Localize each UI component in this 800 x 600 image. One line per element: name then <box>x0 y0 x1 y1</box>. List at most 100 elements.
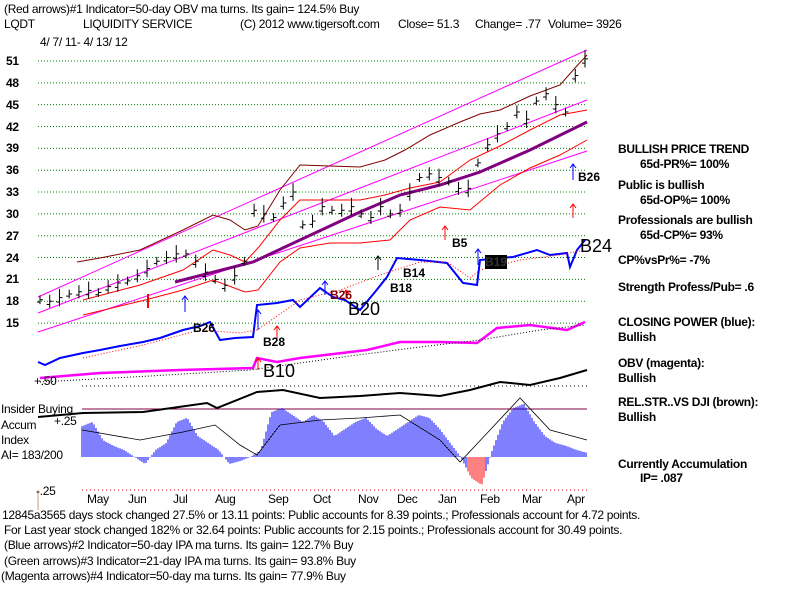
y-tick-label: 18 <box>6 294 19 309</box>
obv-ma-line <box>39 324 586 383</box>
obv-label: OBV (magenta): <box>618 356 705 370</box>
relstr-status: Bullish <box>618 410 656 424</box>
accum-tick-050: +.50 <box>34 374 57 388</box>
closing-power-status: Bullish <box>618 330 656 344</box>
signal-b26: B26 <box>193 321 216 335</box>
closing-power-label: CLOSING POWER (blue): <box>618 315 756 329</box>
y-tick-label: 39 <box>6 141 19 156</box>
price-bar <box>231 267 238 285</box>
cpvspr-value: CP%vsPr%= -7% <box>618 253 710 267</box>
signal-b18: B18 <box>390 281 413 295</box>
x-tick-label: Nov <box>358 492 379 506</box>
y-tick-label: 36 <box>6 163 19 178</box>
footer-line-3: (Blue arrows)#2 Indicator=50-day IPA ma … <box>4 538 354 552</box>
y-tick-label: 51 <box>6 54 19 68</box>
price-bar <box>484 138 491 152</box>
y-tick-label: 45 <box>6 97 19 112</box>
signal-b10: B10 <box>263 361 296 381</box>
x-tick-label: Feb <box>480 492 500 506</box>
strength-value: Strength Profess/Pub= .6 <box>618 280 754 294</box>
price-bar <box>241 256 248 266</box>
price-bar <box>572 69 579 83</box>
x-tick-label: Jul <box>173 492 188 506</box>
change-value: Change= .77 <box>475 17 541 31</box>
price-bar <box>56 288 63 307</box>
x-tick-label: Apr <box>567 492 585 506</box>
price-bars <box>37 50 588 308</box>
price-bar <box>328 205 335 215</box>
pr-value: 65d-PR%= 100% <box>640 157 730 171</box>
price-bar <box>182 249 189 259</box>
price-bar <box>290 183 297 201</box>
price-bar <box>251 203 258 217</box>
price-bar <box>426 167 433 181</box>
obv-status: Bullish <box>618 371 656 385</box>
ip-value: IP= .087 <box>640 471 683 485</box>
price-bar <box>46 294 53 308</box>
price-gridlines <box>38 60 587 324</box>
price-bar <box>95 288 102 297</box>
price-bar <box>348 197 355 216</box>
y-tick-label: 42 <box>6 119 19 134</box>
volume-value: Volume= 3926 <box>548 17 622 31</box>
price-bar <box>221 278 228 292</box>
price-bar <box>436 168 443 187</box>
x-tick-label: Sep <box>268 492 289 506</box>
price-bar <box>523 110 530 128</box>
price-bar <box>533 96 540 106</box>
accum-index-histogram <box>81 404 587 485</box>
footer-line-2: For Last year stock changed 182% or 32.6… <box>4 523 623 537</box>
obv-line <box>39 320 586 380</box>
price-bar <box>387 209 394 219</box>
price-bar <box>114 274 121 292</box>
insider-buying-label: Insider Buying <box>1 402 73 416</box>
signal-b24: B24 <box>580 236 613 256</box>
y-tick-label: 27 <box>6 228 19 243</box>
price-bar <box>144 259 151 278</box>
price-bar <box>377 197 384 216</box>
price-bar <box>260 205 267 223</box>
price-bar <box>552 95 559 114</box>
accum-label: Accum <box>1 418 37 432</box>
ai-value: AI= 183/200 <box>1 448 63 462</box>
price-bar <box>319 197 326 216</box>
y-tick-label: 15 <box>6 316 19 331</box>
price-bar <box>338 203 345 217</box>
x-tick-label: May <box>87 492 109 506</box>
price-bar <box>494 125 501 143</box>
x-tick-label: Oct <box>313 492 331 506</box>
price-bar <box>358 209 365 219</box>
channel-middle-line <box>37 99 588 314</box>
price-bar <box>513 105 520 119</box>
price-bar <box>474 158 481 168</box>
signal-b26-2: B26 <box>330 288 353 302</box>
price-bar <box>75 285 82 299</box>
price-bar <box>543 87 550 101</box>
price-bar <box>367 210 374 225</box>
signal-b19: B19 <box>485 255 508 269</box>
price-bar <box>445 176 452 186</box>
op-value: 65d-OP%= 100% <box>640 193 730 207</box>
red-band-upper <box>82 109 588 301</box>
price-bar <box>406 183 413 201</box>
price-bar <box>66 289 73 299</box>
price-bar <box>212 275 219 284</box>
date-range: 4/ 7/ 11- 4/ 13/ 12 <box>40 35 128 49</box>
accum-ma-line <box>81 397 588 463</box>
x-tick-label: Mar <box>522 492 542 506</box>
price-bar <box>270 213 277 222</box>
channel-upper-line <box>37 49 588 298</box>
x-tick-label: Dec <box>397 492 418 506</box>
closing-power-line <box>37 239 586 367</box>
price-bar <box>153 256 160 266</box>
price-bar <box>202 263 209 281</box>
price-bar <box>105 280 112 294</box>
price-bar <box>397 203 404 217</box>
price-bar <box>299 220 306 230</box>
signal-arrows <box>147 163 577 370</box>
professionals-status: Professionals are bullish <box>618 213 753 227</box>
y-tick-label: 30 <box>6 206 19 221</box>
y-tick-label: 33 <box>6 185 19 200</box>
